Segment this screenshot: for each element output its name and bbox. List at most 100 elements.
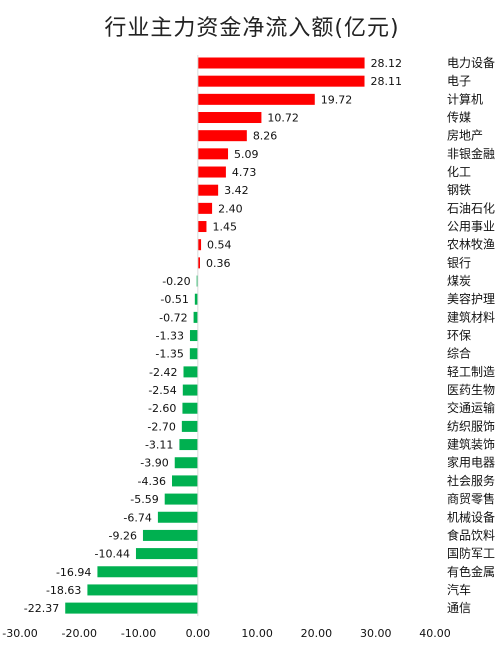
data-label-6: 5.09 <box>234 148 259 161</box>
data-label-4: 10.72 <box>267 112 299 125</box>
category-label-21: 纺织服饰 <box>447 419 495 433</box>
category-label-29: 有色金属 <box>447 564 495 579</box>
bar-19 <box>182 384 198 396</box>
data-label-21: -2.70 <box>147 420 175 433</box>
data-label-19: -2.54 <box>148 384 176 397</box>
category-label-7: 化工 <box>447 165 471 179</box>
bar-4 <box>197 112 262 124</box>
x-tick-label-2: -20.00 <box>62 627 97 640</box>
category-label-30: 汽车 <box>447 582 471 597</box>
category-label-17: 综合 <box>447 346 471 361</box>
data-label-28: -10.44 <box>94 548 129 561</box>
bar-2 <box>197 75 365 87</box>
x-tick-label-5: 10.00 <box>241 627 273 640</box>
bar-18 <box>183 366 198 378</box>
category-label-13: 煤炭 <box>447 274 471 288</box>
data-label-13: -0.20 <box>162 275 190 288</box>
bar-14 <box>194 293 198 305</box>
bar-22 <box>179 439 198 451</box>
bar-30 <box>87 584 198 596</box>
category-label-1: 电力设备 <box>447 56 495 70</box>
data-label-3: 19.72 <box>321 93 353 106</box>
data-label-25: -5.59 <box>130 493 158 506</box>
category-label-6: 非银金融 <box>447 146 495 161</box>
x-tick-label-4: 0.00 <box>186 627 211 640</box>
data-label-11: 0.54 <box>207 239 232 252</box>
data-label-23: -3.90 <box>140 457 168 470</box>
x-tick-label-7: 30.00 <box>360 627 392 640</box>
category-label-3: 计算机 <box>447 91 483 106</box>
category-label-10: 公用事业 <box>447 220 495 234</box>
category-label-27: 食品饮料 <box>447 527 495 542</box>
bar-6 <box>197 148 229 160</box>
bar-5 <box>197 130 247 142</box>
data-label-30: -18.63 <box>46 584 81 597</box>
bar-1 <box>197 57 365 69</box>
bar-7 <box>197 166 226 178</box>
bar-12 <box>197 257 200 269</box>
bar-15 <box>193 311 198 323</box>
bar-24 <box>172 475 198 487</box>
bar-25 <box>164 493 198 505</box>
data-label-8: 3.42 <box>224 184 249 197</box>
x-tick-label-8: 40.00 <box>419 627 451 640</box>
bar-10 <box>197 221 207 233</box>
data-label-31: -22.37 <box>24 602 59 615</box>
category-label-14: 美容护理 <box>447 291 495 306</box>
category-label-23: 家用电器 <box>447 455 495 470</box>
bar-21 <box>181 420 198 432</box>
bar-11 <box>197 239 202 251</box>
data-label-26: -6.74 <box>123 511 151 524</box>
data-label-27: -9.26 <box>108 529 136 542</box>
bar-13 <box>196 275 198 287</box>
category-label-28: 国防军工 <box>447 546 495 561</box>
bar-31 <box>65 602 198 614</box>
category-label-19: 医药生物 <box>447 383 495 397</box>
category-label-26: 机械设备 <box>447 509 495 524</box>
category-label-2: 电子 <box>447 74 471 88</box>
data-label-17: -1.35 <box>155 348 183 361</box>
data-label-10: 1.45 <box>212 221 237 234</box>
category-label-25: 商贸零售 <box>447 491 495 506</box>
category-label-4: 传媒 <box>447 110 471 125</box>
category-label-20: 交通运输 <box>447 400 495 415</box>
data-label-12: 0.36 <box>206 257 231 270</box>
bar-16 <box>189 330 198 342</box>
bar-20 <box>182 402 198 414</box>
category-label-16: 环保 <box>447 329 471 343</box>
data-label-14: -0.51 <box>160 293 188 306</box>
category-label-24: 社会服务 <box>447 473 495 488</box>
x-tick-label-1: -30.00 <box>2 627 37 640</box>
category-label-8: 钢铁 <box>447 183 471 197</box>
data-label-20: -2.60 <box>148 402 176 415</box>
category-label-22: 建筑装饰 <box>447 437 495 452</box>
bar-26 <box>157 511 198 523</box>
data-label-9: 2.40 <box>218 202 243 215</box>
data-label-15: -0.72 <box>159 311 187 324</box>
x-tick-label-6: 20.00 <box>301 627 333 640</box>
data-label-24: -4.36 <box>138 475 166 488</box>
bar-29 <box>97 566 198 578</box>
data-label-29: -16.94 <box>56 566 91 579</box>
data-label-5: 8.26 <box>253 130 278 143</box>
bar-28 <box>135 548 198 560</box>
x-tick-label-3: -10.00 <box>121 627 156 640</box>
bar-23 <box>174 457 198 469</box>
data-label-2: 28.11 <box>371 75 403 88</box>
bar-9 <box>197 202 213 214</box>
data-label-1: 28.12 <box>371 57 403 70</box>
bar-17 <box>189 348 198 360</box>
bar-8 <box>197 184 219 196</box>
data-label-16: -1.33 <box>156 330 184 343</box>
data-label-7: 4.73 <box>232 166 257 179</box>
category-label-11: 农林牧渔 <box>447 238 495 252</box>
bar-27 <box>142 529 198 541</box>
data-label-18: -2.42 <box>149 366 177 379</box>
category-label-18: 轻工制造 <box>447 365 495 379</box>
category-label-9: 石油石化 <box>447 201 495 215</box>
category-label-5: 房地产 <box>447 128 483 143</box>
category-label-31: 通信 <box>447 601 471 615</box>
data-label-22: -3.11 <box>145 439 173 452</box>
category-label-15: 建筑材料 <box>447 309 495 324</box>
